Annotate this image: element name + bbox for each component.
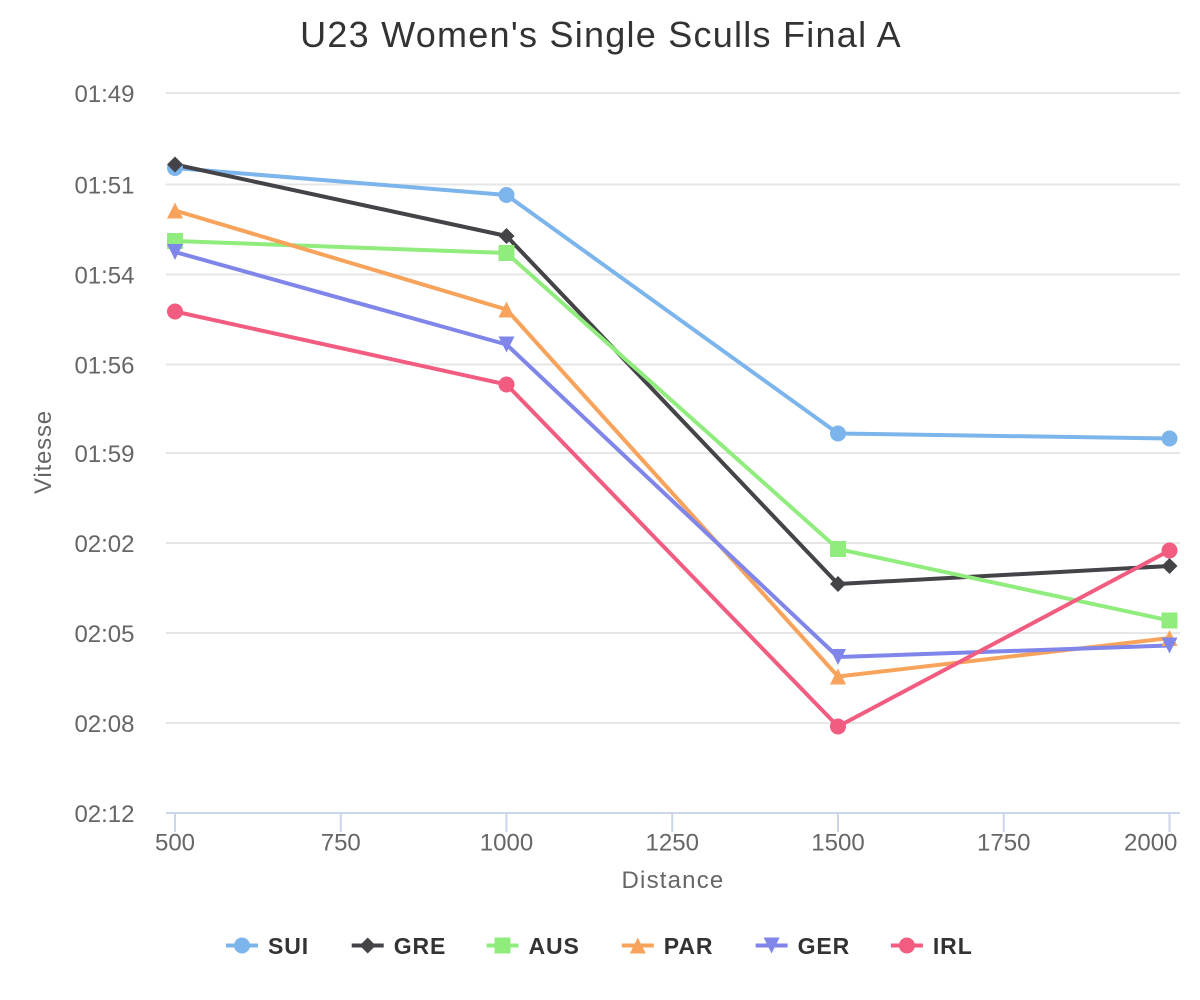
svg-text:Vitesse: Vitesse bbox=[30, 410, 57, 494]
svg-text:01:49: 01:49 bbox=[74, 81, 134, 108]
svg-text:02:12: 02:12 bbox=[74, 801, 134, 828]
svg-text:PAR: PAR bbox=[664, 933, 714, 959]
svg-text:750: 750 bbox=[321, 830, 361, 857]
svg-text:1750: 1750 bbox=[977, 830, 1030, 857]
svg-text:GER: GER bbox=[798, 933, 851, 959]
svg-text:01:59: 01:59 bbox=[74, 441, 134, 468]
svg-text:500: 500 bbox=[155, 830, 195, 857]
svg-text:U23 Women's Single Sculls Fina: U23 Women's Single Sculls Final A bbox=[300, 14, 902, 55]
svg-text:02:02: 02:02 bbox=[74, 531, 134, 558]
svg-text:GRE: GRE bbox=[394, 933, 447, 959]
svg-text:SUI: SUI bbox=[268, 933, 309, 959]
svg-text:Distance: Distance bbox=[622, 867, 725, 894]
svg-text:02:08: 02:08 bbox=[74, 711, 134, 738]
svg-text:IRL: IRL bbox=[933, 933, 973, 959]
svg-text:01:56: 01:56 bbox=[74, 353, 134, 380]
svg-text:01:54: 01:54 bbox=[74, 263, 134, 290]
svg-text:1500: 1500 bbox=[811, 830, 864, 857]
svg-text:1250: 1250 bbox=[646, 830, 699, 857]
svg-text:02:05: 02:05 bbox=[74, 621, 134, 648]
svg-text:1000: 1000 bbox=[480, 830, 533, 857]
svg-text:AUS: AUS bbox=[529, 933, 580, 959]
svg-text:2000: 2000 bbox=[1124, 830, 1177, 857]
svg-text:01:51: 01:51 bbox=[74, 173, 134, 200]
